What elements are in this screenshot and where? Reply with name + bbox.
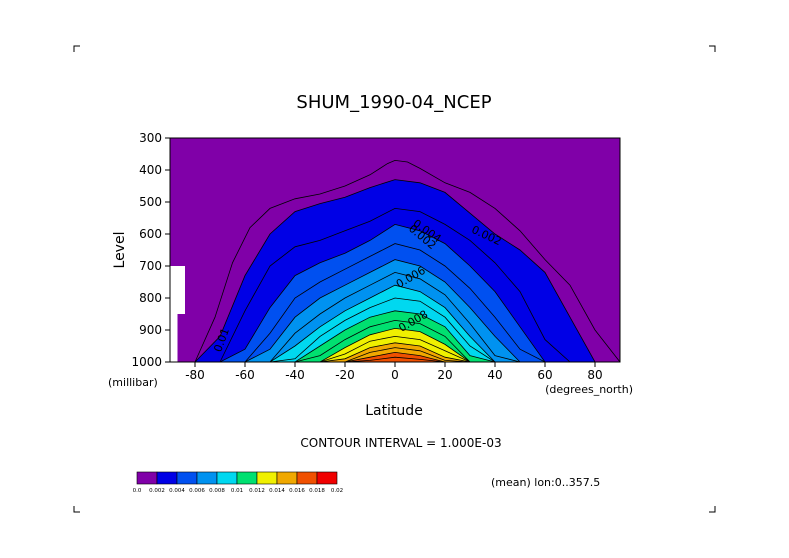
contour-interval-note: CONTOUR INTERVAL = 1.000E-03: [300, 436, 501, 450]
y-tick-label: 900: [139, 323, 162, 337]
shading-band: [170, 357, 620, 362]
corner-mark-br: [709, 506, 716, 513]
averaging-note: (mean) lon:0..357.5: [491, 476, 600, 489]
colorbar-swatch: [216, 471, 238, 485]
colorbar-swatch: [276, 471, 298, 485]
corner-marks: [73, 45, 716, 513]
chart-title: SHUM_1990-04_NCEP: [296, 92, 491, 113]
contour-line: [170, 207, 620, 363]
y-tick-label: 700: [139, 259, 162, 273]
colorbar-swatch: [136, 471, 158, 485]
x-axis-unit: (degrees_north): [545, 383, 633, 396]
x-tick-label: 80: [587, 368, 602, 382]
x-axis-label: Latitude: [365, 403, 423, 419]
y-axis-unit: (millibar): [108, 376, 158, 389]
y-tick-label: 400: [139, 163, 162, 177]
x-tick-label: 60: [537, 368, 552, 382]
colorbar-label: 0.002: [149, 488, 165, 494]
colorbar-label: 0.016: [289, 488, 305, 494]
contour-line: [170, 179, 620, 363]
colorbar-swatch: [196, 471, 218, 485]
colorbar: 0.0 0.002 0.004 0.006 0.008 0.01 0.012 0.014 0.0…: [133, 471, 343, 494]
corner-mark-tl: [73, 45, 80, 52]
y-axis-label: Level: [112, 232, 128, 269]
contour-line: [170, 159, 621, 363]
x-tick-label: -40: [285, 368, 305, 382]
x-tick-label: 40: [487, 368, 502, 382]
colorbar-label: 0.018: [309, 488, 325, 494]
colorbar-label: 0.01: [231, 488, 243, 494]
colorbar-label: 0.012: [249, 488, 265, 494]
colorbar-swatch: [296, 471, 318, 485]
x-tick-label: 20: [437, 368, 452, 382]
y-tick-label: 300: [139, 131, 162, 145]
colorbar-label: 0.004: [169, 488, 185, 494]
x-tick-label: -80: [185, 368, 205, 382]
corner-mark-bl: [73, 506, 80, 513]
y-tick-label: 600: [139, 227, 162, 241]
corner-mark-tr: [709, 45, 716, 52]
y-tick-label: 1000: [131, 355, 162, 369]
colorbar-label: 0.0: [133, 488, 142, 494]
y-tick-label: 500: [139, 195, 162, 209]
colorbar-swatch: [236, 471, 258, 485]
masked-region: [170, 266, 185, 362]
y-tick-label: 800: [139, 291, 162, 305]
x-tick-label: -60: [235, 368, 255, 382]
x-tick-label: 0: [391, 368, 399, 382]
colorbar-swatch: [176, 471, 198, 485]
x-tick-label: -20: [335, 368, 355, 382]
colorbar-label: 0.02: [331, 488, 343, 494]
colorbar-label: 0.014: [269, 488, 285, 494]
colorbar-swatch: [316, 471, 338, 485]
colorbar-swatch: [156, 471, 178, 485]
colorbar-swatch: [256, 471, 278, 485]
colorbar-label: 0.008: [209, 488, 225, 494]
colorbar-label: 0.006: [189, 488, 205, 494]
